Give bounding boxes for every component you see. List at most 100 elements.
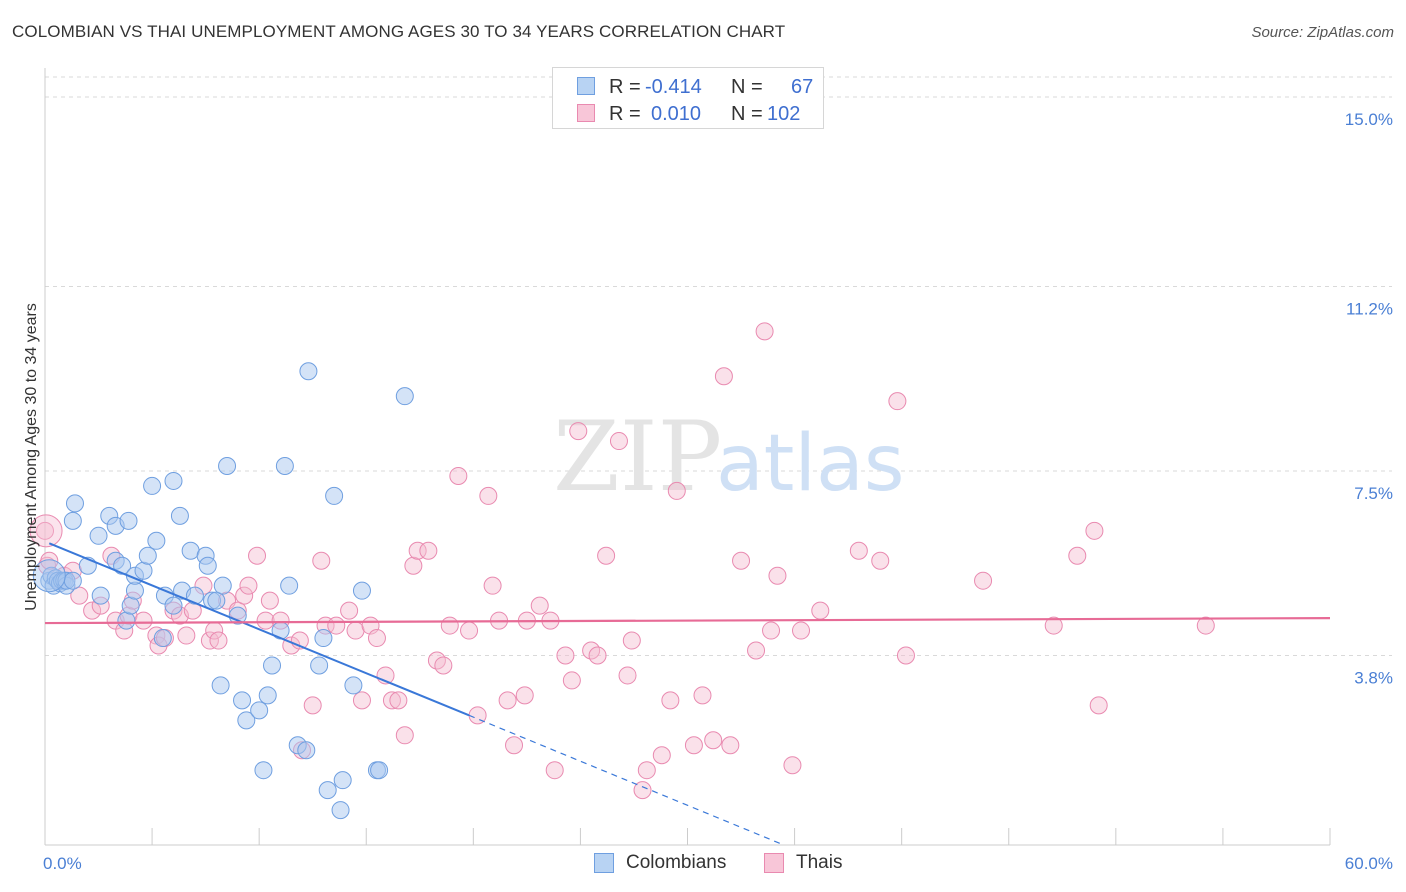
colombians-point — [125, 581, 144, 600]
thais-point — [667, 481, 686, 500]
y-tick-label: 11.2% — [1346, 299, 1393, 318]
colombians-point — [185, 586, 204, 605]
watermark-atlas: atlas — [716, 419, 905, 509]
thais-point — [440, 616, 459, 635]
thais-point — [382, 691, 401, 710]
thais-point — [661, 691, 680, 710]
colombians-point — [218, 456, 237, 475]
x-tick-label-left: 0.0% — [43, 854, 82, 873]
thais-point — [327, 616, 346, 635]
axes — [44, 68, 1331, 846]
legend-swatch-blue — [577, 77, 595, 95]
thais-point — [530, 596, 549, 615]
legend-r-label: R = — [609, 103, 641, 125]
colombians-point — [258, 686, 277, 705]
thais-point — [260, 591, 279, 610]
y-tick-label: 15.0% — [1345, 110, 1393, 129]
colombians-point — [275, 456, 294, 475]
colombians-point — [91, 586, 110, 605]
colombians-point — [280, 576, 299, 595]
colombians-point — [198, 556, 217, 575]
thais-point — [209, 631, 228, 650]
thais-point — [693, 686, 712, 705]
y-tick-label: 3.8% — [1354, 668, 1393, 687]
colombians-point — [134, 561, 153, 580]
colombians-point — [89, 526, 108, 545]
colombians-point — [254, 761, 273, 780]
thais-point — [1068, 546, 1087, 565]
thais-point — [849, 541, 868, 560]
thais-point — [622, 631, 641, 650]
thais-point — [896, 646, 915, 665]
thais-point — [714, 367, 733, 386]
thais-point — [609, 432, 628, 451]
colombians-point — [314, 629, 333, 648]
colombians-point — [63, 511, 82, 530]
colombians-point — [211, 676, 230, 695]
thais-point — [235, 586, 254, 605]
thais-point — [483, 576, 502, 595]
thais-point — [29, 514, 63, 548]
thais-point — [303, 696, 322, 715]
thais-point — [36, 521, 54, 540]
bottom-swatch-blue — [594, 853, 614, 873]
chart-title: COLOMBIAN VS THAI UNEMPLOYMENT AMONG AGE… — [12, 22, 786, 41]
thais-point — [177, 626, 196, 645]
thais-point — [732, 551, 751, 570]
thais-point — [515, 686, 534, 705]
bottom-legend-label: Colombians — [626, 852, 727, 873]
colombians-point — [370, 761, 389, 780]
colombians-point — [263, 656, 282, 675]
thais-point — [134, 611, 153, 630]
stats-legend: R = -0.414 N = 67 R = 0.010 N = 102 — [552, 67, 824, 129]
thais-point — [871, 551, 890, 570]
colombians-point — [297, 741, 316, 760]
bottom-legend-label: Thais — [796, 852, 843, 873]
colombians-point — [143, 476, 162, 495]
thais-point — [637, 761, 656, 780]
thais-point — [562, 671, 581, 690]
colombians-point — [325, 486, 344, 505]
thais-point — [569, 422, 588, 441]
colombians-point — [344, 676, 363, 695]
colombians-point — [331, 801, 350, 820]
thais-point — [395, 726, 414, 745]
legend-r-value: 0.010 — [651, 103, 702, 125]
thais-point — [449, 466, 468, 485]
colombians-point — [352, 581, 371, 600]
bottom-swatch-pink — [764, 853, 784, 873]
legend-n-label: N = — [731, 76, 763, 98]
tick-labels: 3.8% 7.5% 11.2% 15.0% 0.0% 60.0% — [43, 110, 1393, 873]
colombians-point — [121, 596, 140, 615]
thais-point — [340, 601, 359, 620]
thais-point — [783, 756, 802, 775]
thais-points — [29, 322, 1215, 800]
thais-point — [346, 621, 365, 640]
legend-r-value: -0.414 — [645, 76, 702, 98]
colombians-point — [119, 511, 138, 530]
colombians-point — [207, 591, 226, 610]
thais-point — [389, 691, 408, 710]
thais-point — [83, 601, 102, 620]
colombians-point — [164, 471, 183, 490]
thais-point — [597, 546, 616, 565]
colombians-point — [250, 701, 269, 720]
thais-point — [312, 551, 331, 570]
legend-swatch-pink — [577, 104, 595, 122]
colombians-points — [32, 362, 414, 820]
thais-point — [408, 541, 427, 560]
colombians-point — [147, 531, 166, 550]
thais-point — [434, 656, 453, 675]
colombians-point — [153, 629, 172, 648]
legend-n-value: 67 — [791, 76, 814, 98]
thais-point — [1196, 616, 1215, 635]
grid-lines — [45, 76, 1392, 656]
thais-point — [505, 736, 524, 755]
colombians-point — [63, 571, 82, 590]
thais-point — [684, 736, 703, 755]
thais-point — [755, 322, 774, 341]
colombians-point — [395, 387, 414, 406]
y-axis-label: Unemployment Among Ages 30 to 34 years — [23, 303, 40, 611]
thais-point — [460, 621, 479, 640]
thais-point — [545, 761, 564, 780]
